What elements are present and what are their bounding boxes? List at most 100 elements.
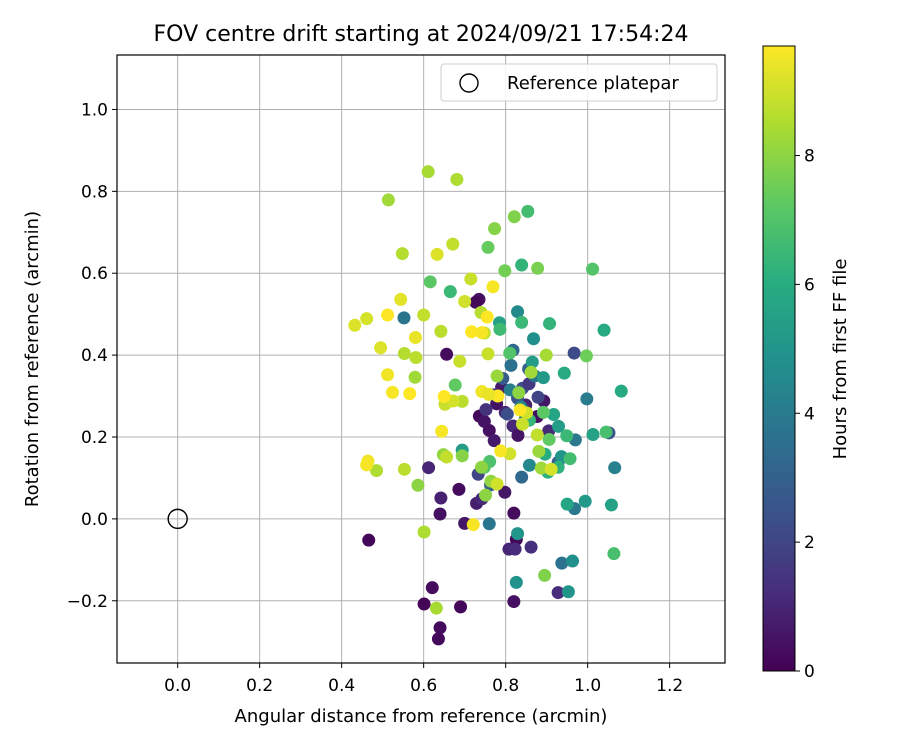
- data-point: [482, 387, 496, 401]
- legend-box: [440, 63, 718, 102]
- data-point: [557, 366, 571, 380]
- colorbar: 0 2 4 6 8 Hours from first FF file: [762, 45, 851, 682]
- data-point: [565, 554, 579, 568]
- plot-frame: [116, 54, 726, 664]
- data-point: [527, 332, 541, 346]
- data-point: [512, 386, 526, 400]
- data-point: [490, 369, 504, 383]
- x-axis-label: Angular distance from reference (arcmin): [235, 706, 608, 727]
- colorbar-tick-label: 2: [804, 533, 815, 553]
- data-point: [446, 237, 460, 251]
- y-tick-label: 1.0: [81, 100, 108, 120]
- data-point: [509, 575, 523, 589]
- data-point: [561, 585, 575, 599]
- data-point: [507, 506, 521, 520]
- data-point: [551, 586, 565, 600]
- y-tick-label: −0.2: [67, 592, 108, 612]
- data-point: [374, 341, 388, 355]
- reference-marker-group: [167, 508, 188, 530]
- data-point: [482, 517, 496, 531]
- data-point: [525, 355, 539, 369]
- data-point: [430, 247, 444, 261]
- data-point: [479, 488, 493, 502]
- y-ticks: −0.2 0.0 0.2 0.4 0.6 0.8 1.0: [67, 100, 117, 612]
- data-point: [397, 462, 411, 476]
- data-point: [494, 444, 508, 458]
- data-point: [381, 193, 395, 207]
- data-point: [563, 452, 577, 466]
- data-point: [586, 262, 600, 276]
- data-point: [513, 403, 527, 417]
- data-point: [531, 390, 545, 404]
- data-point: [408, 370, 422, 384]
- data-point: [381, 308, 395, 322]
- data-point: [498, 264, 512, 278]
- data-point: [536, 405, 550, 419]
- data-point: [433, 621, 447, 635]
- data-point: [450, 172, 464, 186]
- data-point: [360, 458, 374, 472]
- data-point: [490, 477, 504, 491]
- colorbar-tick-label: 6: [804, 275, 815, 295]
- data-point: [507, 210, 521, 224]
- data-point: [607, 547, 621, 561]
- legend: Reference platepar: [440, 63, 718, 102]
- data-point: [534, 461, 548, 475]
- data-point: [394, 292, 408, 306]
- data-point: [536, 371, 550, 385]
- data-point: [469, 295, 483, 309]
- data-point: [543, 317, 557, 331]
- data-point: [475, 326, 489, 340]
- data-point: [532, 444, 546, 458]
- legend-marker-icon: [459, 73, 479, 93]
- data-point: [417, 308, 431, 322]
- data-point: [433, 507, 447, 521]
- colorbar-label: Hours from first FF file: [830, 259, 851, 460]
- data-point: [464, 272, 478, 286]
- data-point: [531, 261, 545, 275]
- colorbar-ticks: 0 2 4 6 8: [795, 147, 815, 682]
- data-point: [542, 432, 556, 446]
- data-point: [597, 323, 611, 337]
- data-point: [547, 407, 561, 421]
- data-point: [608, 461, 622, 475]
- x-tick-label: 1.0: [574, 676, 601, 696]
- data-point: [500, 407, 514, 421]
- data-point: [454, 600, 468, 614]
- reference-platepar-marker: [167, 508, 188, 530]
- data-point: [504, 358, 518, 372]
- data-point: [521, 204, 535, 218]
- data-point: [481, 240, 495, 254]
- data-point: [425, 581, 439, 595]
- data-point: [511, 305, 525, 319]
- data-point: [544, 462, 558, 476]
- data-point: [381, 368, 395, 382]
- colorbar-tick-label: 0: [804, 662, 815, 682]
- data-point: [503, 346, 517, 360]
- data-point: [486, 280, 500, 294]
- data-point: [482, 423, 496, 437]
- y-tick-label: 0.2: [81, 428, 108, 448]
- data-point: [348, 318, 362, 332]
- data-point: [474, 460, 488, 474]
- data-point: [458, 294, 472, 308]
- data-point: [515, 417, 529, 431]
- data-point: [480, 310, 494, 324]
- data-point: [530, 428, 544, 442]
- legend-entry-reference: Reference platepar: [507, 73, 679, 94]
- data-point: [487, 434, 501, 448]
- data-point: [453, 354, 467, 368]
- data-point: [552, 419, 566, 433]
- data-point: [479, 403, 493, 417]
- data-point: [579, 349, 593, 363]
- colorbar-tick-label: 8: [804, 147, 815, 167]
- data-point: [452, 482, 466, 496]
- data-point: [560, 429, 574, 443]
- data-point: [538, 568, 552, 582]
- data-point: [522, 458, 536, 472]
- y-tick-label: 0.4: [81, 346, 108, 366]
- data-point: [431, 632, 445, 646]
- data-point: [539, 348, 553, 362]
- data-point: [409, 351, 423, 365]
